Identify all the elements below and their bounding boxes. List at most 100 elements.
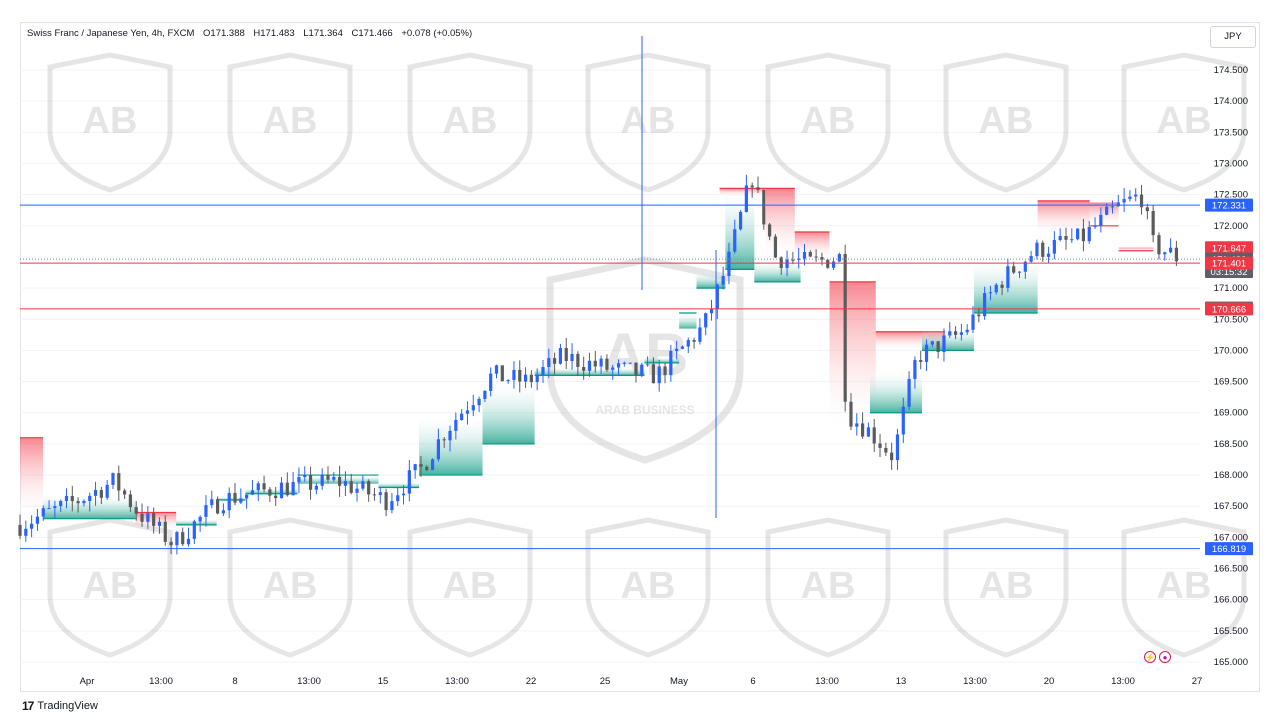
candle-body <box>1099 214 1103 227</box>
tradingview-logo[interactable]: 17 TradingView <box>22 699 98 713</box>
candle-body <box>820 257 824 260</box>
candle-body <box>814 256 818 258</box>
candle-body <box>1163 252 1167 255</box>
watermark-logo: AB <box>407 517 533 658</box>
candle-body <box>70 496 74 502</box>
y-tick-label: 174.500 <box>1214 65 1248 76</box>
candle-body <box>175 532 179 546</box>
candle-body <box>128 494 133 508</box>
candle-body <box>541 366 545 375</box>
close-value: C171.466 <box>351 28 393 39</box>
candle-body <box>727 251 731 276</box>
candle-body <box>181 532 185 545</box>
candle-body <box>890 452 894 461</box>
candle-body <box>977 314 981 317</box>
candle-body <box>680 346 685 349</box>
candle-body <box>1105 206 1109 215</box>
candle-body <box>715 284 719 309</box>
candle-body <box>645 364 650 366</box>
candle-body <box>849 401 853 427</box>
candle-body <box>558 347 563 364</box>
candle-body <box>640 364 644 375</box>
candle-body <box>41 508 45 517</box>
record-icon[interactable]: ● <box>1159 651 1171 663</box>
y-tick-label: 173.500 <box>1214 127 1248 138</box>
candle-body <box>198 516 202 522</box>
watermark-logo: AB <box>943 52 1069 193</box>
watermark-logo: AB <box>47 517 173 658</box>
candle-body <box>994 284 998 293</box>
candle-body <box>1046 253 1051 257</box>
candle-body <box>698 327 702 342</box>
candle-body <box>553 358 557 364</box>
watermark-shield <box>227 517 353 658</box>
candle-body <box>855 423 859 427</box>
watermark-logo: AB <box>943 517 1069 658</box>
bottom-icons: ⚡ ● <box>1144 651 1171 663</box>
candle-body <box>407 470 411 494</box>
low-value: L171.364 <box>303 28 343 39</box>
candle-body <box>239 498 243 503</box>
candle-body <box>1139 194 1144 208</box>
candle-body <box>210 499 214 506</box>
candle-body <box>651 364 656 384</box>
candle-body <box>802 252 807 259</box>
x-tick-label: 20 <box>1044 676 1055 687</box>
price-tag-label: 171.647 <box>1212 243 1246 254</box>
candle-body <box>471 405 475 411</box>
x-tick-label: 8 <box>232 676 237 687</box>
y-tick-label: 166.000 <box>1214 595 1248 606</box>
candle-body <box>669 351 673 376</box>
candle-body <box>436 439 440 460</box>
candle-body <box>117 473 121 491</box>
watermark-shield <box>1121 52 1247 193</box>
watermark-shield <box>585 517 711 658</box>
lightning-icon[interactable]: ⚡ <box>1144 651 1156 663</box>
trail-band <box>644 356 680 363</box>
candle-body <box>390 501 394 511</box>
candle-body <box>518 369 522 382</box>
candle-body <box>692 340 696 342</box>
watermark-letters: AB <box>979 565 1034 607</box>
watermark-logo: AB <box>227 517 353 658</box>
y-tick-label: 170.000 <box>1214 345 1248 356</box>
watermark-letters: AB <box>443 100 498 142</box>
candle-body <box>349 481 353 493</box>
watermark-logo: AB <box>765 517 891 658</box>
candle-body <box>343 481 348 486</box>
trail-band <box>1118 247 1154 251</box>
candle-body <box>1076 228 1080 240</box>
y-tick-label: 170.500 <box>1214 314 1248 325</box>
x-tick-label: 13:00 <box>815 676 839 687</box>
symbol-title: Swiss Franc / Japanese Yen, 4h, FXCM <box>27 28 195 39</box>
candle-body <box>1017 271 1022 273</box>
candle-body <box>268 489 272 496</box>
candle-body <box>506 380 510 382</box>
candle-body <box>768 224 772 237</box>
trail-band <box>719 188 766 197</box>
price-tag-label: 166.819 <box>1212 544 1246 555</box>
x-tick-label: 13:00 <box>149 676 173 687</box>
candle-body <box>285 482 289 496</box>
candle-body <box>367 481 371 495</box>
candle-body <box>913 360 917 379</box>
y-tick-label: 169.000 <box>1214 408 1248 419</box>
candle-body <box>936 341 940 353</box>
candle-body <box>686 340 690 347</box>
candle-body <box>59 501 63 507</box>
candle-body <box>500 365 504 382</box>
chart-frame[interactable] <box>20 22 1260 692</box>
price-tag-label: 03:15:32 <box>1211 267 1248 278</box>
candle-body <box>907 378 911 407</box>
candle-body <box>878 443 882 448</box>
candle-body <box>274 495 278 499</box>
x-tick-label: May <box>670 676 688 687</box>
candle-body <box>494 365 499 374</box>
y-tick-label: 172.000 <box>1214 221 1248 232</box>
candle-body <box>378 492 382 496</box>
candle-body <box>18 524 22 536</box>
y-tick-label: 168.500 <box>1214 439 1248 450</box>
currency-button[interactable]: JPY <box>1210 26 1256 48</box>
candle-body <box>861 423 865 437</box>
